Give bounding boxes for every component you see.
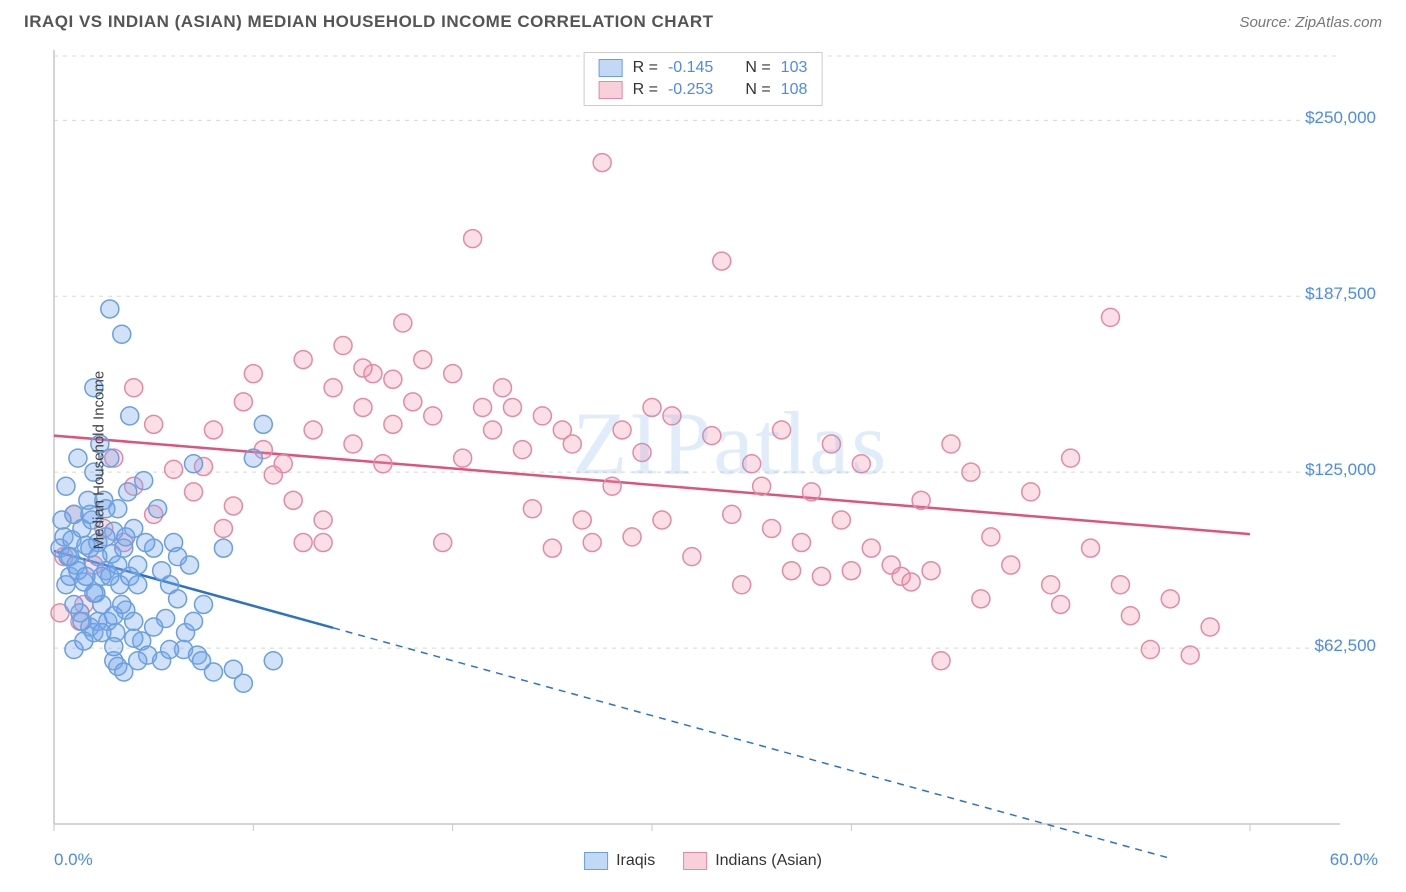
y-tick-label: $125,000 xyxy=(1305,460,1376,480)
series-legend: Iraqis Indians (Asian) xyxy=(584,852,822,870)
chart-area: Median Household Income ZIPatlas R = -0.… xyxy=(20,48,1386,872)
chart-title: IRAQI VS INDIAN (ASIAN) MEDIAN HOUSEHOLD… xyxy=(24,12,714,32)
y-tick-label: $187,500 xyxy=(1305,284,1376,304)
legend-item: Iraqis xyxy=(584,852,655,870)
legend-item: Indians (Asian) xyxy=(683,852,822,870)
y-axis-label: Median Household Income xyxy=(91,371,108,549)
scatter-chart xyxy=(20,48,1360,858)
chart-source: Source: ZipAtlas.com xyxy=(1239,14,1382,31)
y-tick-label: $250,000 xyxy=(1305,108,1376,128)
legend-stat-row: R = -0.145 N = 103 xyxy=(599,59,808,77)
x-axis-max-label: 60.0% xyxy=(1330,850,1378,870)
x-axis-min-label: 0.0% xyxy=(54,850,93,870)
y-tick-label: $62,500 xyxy=(1315,636,1376,656)
legend-stat-row: R = -0.253 N = 108 xyxy=(599,81,808,99)
stats-legend: R = -0.145 N = 103 R = -0.253 N = 108 xyxy=(584,52,823,106)
